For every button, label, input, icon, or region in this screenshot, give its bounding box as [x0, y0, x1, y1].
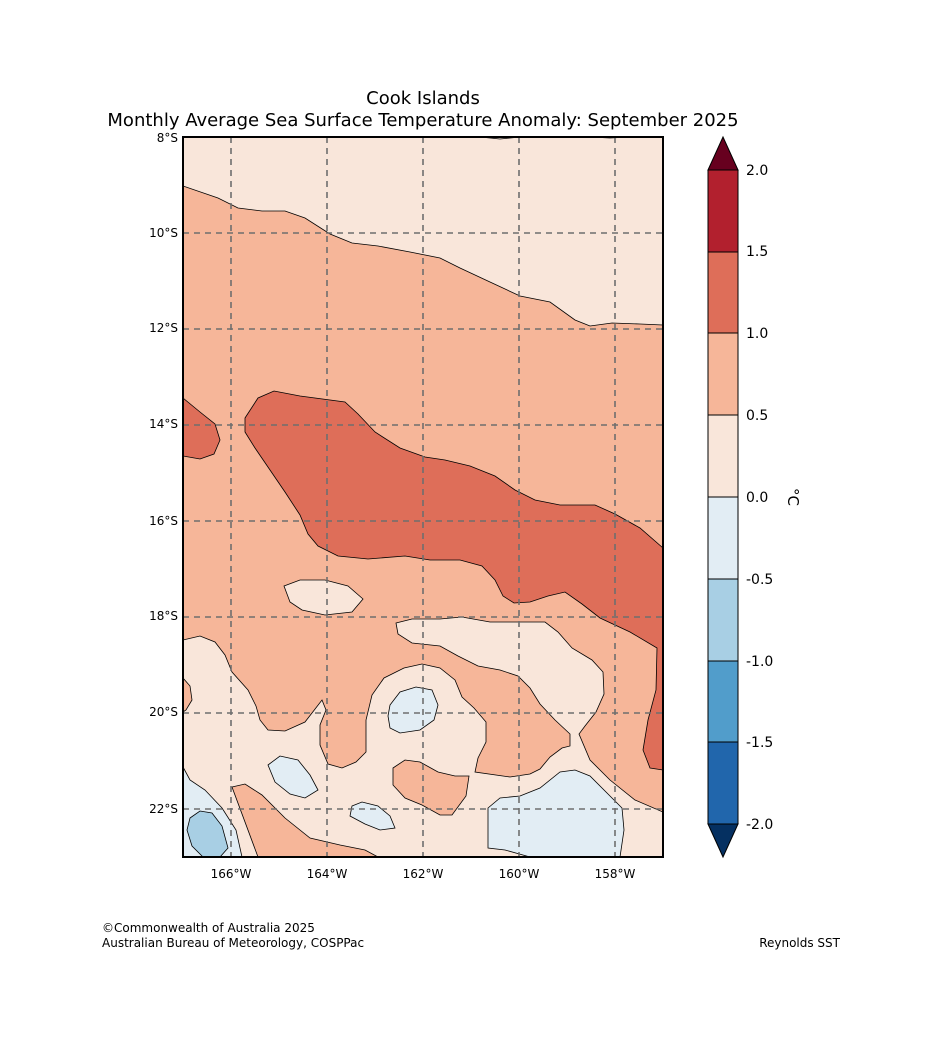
colorbar-tick-label: 1.5 — [746, 244, 768, 260]
colorbar-tick-label: -0.5 — [746, 572, 773, 588]
anomaly-region-central-warm — [244, 390, 663, 771]
colorbar-swatch — [707, 251, 739, 334]
anomaly-region-cool-b — [267, 755, 319, 799]
colorbar-tick-label: 2.0 — [746, 163, 768, 179]
anomaly-region-north-mild — [183, 137, 663, 327]
lat-label: 8°S — [157, 131, 178, 145]
footer-data-source: Reynolds SST — [759, 936, 840, 950]
longitude-labels: 166°W 164°W 162°W 160°W 158°W — [211, 867, 636, 881]
colorbar-swatch — [707, 741, 739, 825]
anomaly-region-west-warm — [183, 397, 221, 460]
lon-label: 166°W — [211, 867, 252, 881]
colorbar-tick-label: -2.0 — [746, 817, 773, 833]
lat-label: 12°S — [149, 321, 178, 335]
colorbar — [707, 135, 739, 859]
colorbar-swatch — [707, 414, 739, 498]
colorbar-swatch — [707, 660, 739, 743]
colorbar-tick-label: 0.5 — [746, 408, 768, 424]
map-frame — [182, 136, 664, 858]
anomaly-region-west-moderate — [183, 677, 193, 713]
lat-label: 16°S — [149, 514, 178, 528]
anomaly-region-cool-a — [387, 686, 439, 734]
anomaly-region-cooler — [186, 810, 229, 857]
anomaly-region-south-moderate-b — [231, 783, 379, 857]
lon-label: 158°W — [595, 867, 636, 881]
colorbar-swatch — [707, 496, 739, 580]
colorbar-tick-label: -1.5 — [746, 735, 773, 751]
lat-label: 20°S — [149, 705, 178, 719]
lat-label: 10°S — [149, 226, 178, 240]
colorbar-tick-label: 1.0 — [746, 326, 768, 342]
colorbar-tick-label: 0.0 — [746, 490, 768, 506]
anomaly-region-south-moderate-a — [392, 759, 470, 816]
map-contours — [183, 137, 663, 857]
lon-label: 162°W — [403, 867, 444, 881]
latitude-labels: 8°S 10°S 12°S 14°S 16°S 18°S 20°S 22°S — [149, 131, 178, 816]
colorbar-swatch — [707, 578, 739, 662]
colorbar-ticks: 2.0 1.5 1.0 0.5 0.0 -0.5 -1.0 -1.5 -2.0 — [746, 163, 773, 833]
colorbar-under-arrow — [707, 823, 739, 859]
footer-organization: Australian Bureau of Meteorology, COSPPa… — [102, 936, 365, 950]
colorbar-unit-label: °C — [784, 488, 802, 506]
map-gridlines — [183, 137, 663, 857]
footer-credit: ©Commonwealth of Australia 2025 Australi… — [102, 921, 364, 951]
lon-label: 164°W — [307, 867, 348, 881]
lat-label: 14°S — [149, 417, 178, 431]
footer-copyright: ©Commonwealth of Australia 2025 — [102, 921, 315, 935]
lat-label: 18°S — [149, 609, 178, 623]
colorbar-swatch — [707, 332, 739, 416]
colorbar-swatch — [707, 169, 739, 253]
lon-label: 160°W — [499, 867, 540, 881]
map-title-region: Cook Islands — [366, 88, 480, 109]
colorbar-over-arrow — [707, 135, 739, 171]
colorbar-tick-label: -1.0 — [746, 654, 773, 670]
anomaly-region-cool-d — [487, 769, 625, 857]
map-title-description: Monthly Average Sea Surface Temperature … — [107, 110, 739, 131]
anomaly-region-islet-mild — [283, 579, 364, 616]
lat-label: 22°S — [149, 802, 178, 816]
